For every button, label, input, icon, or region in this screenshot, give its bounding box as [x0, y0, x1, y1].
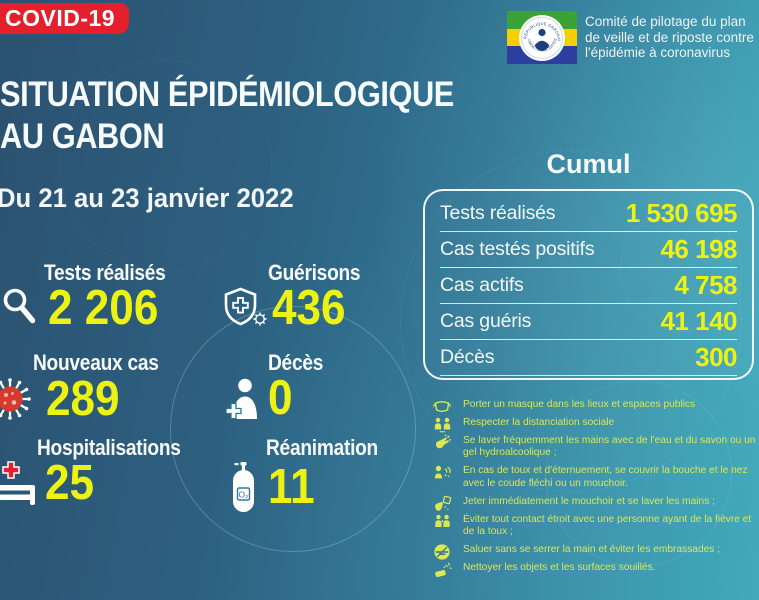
recommendation-text: Se laver fréquemment les mains avec de l… — [463, 434, 756, 459]
recommendation-text: Éviter tout contact étroit avec une pers… — [463, 513, 752, 538]
recommendation-item: Porter un masque dans les lieux et espac… — [430, 399, 756, 413]
decor-ring — [170, 306, 416, 552]
stat-value: 2 206 — [48, 281, 159, 335]
page-title-line1: SITUATION ÉPIDÉMIOLOGIQUE — [0, 75, 454, 114]
stat-guerisons: Guérisons 436 — [220, 260, 445, 335]
oxygen-tank-icon: O₂ — [230, 461, 257, 513]
stat-deces: Décès 0 — [220, 350, 445, 425]
stat-value: 289 — [46, 372, 120, 426]
cumul-row: Cas guéris 41 140 — [440, 304, 737, 340]
recommendation-text: Saluer sans se serrer la main et éviter … — [463, 544, 721, 556]
wash-hands-icon — [432, 434, 452, 454]
avoid-contact-icon — [432, 513, 452, 533]
tissue-icon — [432, 495, 452, 515]
recommendation-item: Jeter immédiatement le mouchoir et se la… — [430, 495, 756, 511]
stat-nouveaux-cas: Nouveaux cas 28 — [0, 350, 225, 426]
stat-tests-realises: Tests réalisés 2 206 — [0, 260, 225, 335]
distancing-icon — [432, 416, 452, 436]
recommendation-item: Respecter la distanciation sociale — [430, 416, 756, 433]
cumul-row: Cas testés positifs 46 198 — [440, 232, 737, 268]
recommendations-list: Porter un masque dans les lieux et espac… — [430, 399, 756, 580]
stat-value: 25 — [45, 456, 95, 510]
cumul-row-label: Cas testés positifs — [440, 238, 595, 260]
cumul-row: Décès 300 — [440, 340, 737, 376]
stat-label: Tests réalisés — [44, 260, 166, 285]
cumul-row-label: Cas guéris — [440, 310, 532, 332]
stat-label: Nouveaux cas — [33, 350, 159, 375]
stat-hospitalisations: Hospitalisations 25 — [0, 435, 225, 510]
cumul-row-value: 300 — [695, 342, 737, 372]
cumul-row-label: Cas actifs — [440, 274, 524, 296]
stat-label: Réanimation — [266, 435, 378, 460]
cumul-row-label: Décès — [440, 346, 495, 368]
recommendation-text: Porter un masque dans les lieux et espac… — [463, 399, 696, 410]
shield-cross-icon — [222, 286, 268, 330]
committee-name: Comité de pilotage du plan de veille et … — [585, 11, 754, 61]
committee-name-line: de veille et de riposte contre — [585, 29, 754, 45]
person-cross-icon — [226, 377, 260, 419]
gabon-emblem-icon: RÉPUBLIQUE GABONAISE UNION·TRAVAIL·JUSTI… — [519, 14, 565, 61]
cumul-row-value: 46 198 — [660, 234, 737, 264]
recommendation-item: Nettoyer les objets et les surfaces soui… — [430, 561, 756, 578]
stat-reanimation: Réanimation O₂ 11 — [220, 437, 445, 513]
recommendation-text: En cas de toux et d'éternuement, se couv… — [463, 465, 748, 489]
cumul-row-value: 1 530 695 — [625, 198, 738, 228]
page-title-line2: AU GABON — [0, 117, 165, 156]
recommendation-item: Se laver fréquemment les mains avec de l… — [430, 434, 756, 461]
committee-name-line: Comité de pilotage du plan — [585, 14, 746, 29]
recommendation-text: Nettoyer les objets et les surfaces soui… — [463, 561, 656, 573]
cumul-row: Cas actifs 4 758 — [440, 268, 737, 304]
cumul-panel: Tests réalisés 1 530 695 Cas testés posi… — [423, 189, 754, 380]
recommendation-item: Éviter tout contact étroit avec une pers… — [430, 514, 756, 540]
hospital-bed-icon — [0, 461, 38, 505]
no-handshake-icon — [432, 543, 452, 563]
virus-icon — [0, 376, 34, 422]
stat-label: Hospitalisations — [37, 435, 181, 460]
stat-label: Décès — [268, 350, 324, 375]
magnifier-icon — [1, 287, 38, 329]
committee-name-line: l'épidémie à coronavirus — [585, 45, 731, 60]
svg-text:O₂: O₂ — [239, 490, 249, 500]
gabon-flag: RÉPUBLIQUE GABONAISE UNION·TRAVAIL·JUSTI… — [507, 11, 577, 65]
recommendation-item: En cas de toux et d'éternuement, se couv… — [430, 465, 756, 491]
period-label: Du 21 au 23 janvier 2022 — [0, 183, 294, 213]
stat-value: 436 — [272, 281, 346, 335]
committee-logo: RÉPUBLIQUE GABONAISE UNION·TRAVAIL·JUSTI… — [507, 11, 754, 65]
recommendation-text: Respecter la distanciation sociale — [463, 416, 615, 428]
mask-icon — [432, 398, 452, 418]
stat-label: Guérisons — [268, 260, 361, 285]
cumul-row-value: 41 140 — [660, 306, 737, 336]
clean-surfaces-icon — [432, 561, 452, 581]
cumul-row-value: 4 758 — [674, 270, 737, 300]
recommendation-item: Saluer sans se serrer la main et éviter … — [430, 544, 756, 560]
page-title: SITUATION ÉPIDÉMIOLOGIQUE AU GABON — [0, 74, 454, 158]
cough-icon — [432, 464, 452, 484]
stat-value: 0 — [268, 371, 293, 425]
covid-banner-label: COVID-19 — [5, 5, 116, 31]
stat-value: 11 — [268, 460, 315, 514]
recommendation-text: Jeter immédiatement le mouchoir et se la… — [463, 495, 715, 507]
cumul-row-label: Tests réalisés — [440, 202, 556, 224]
covid-banner: COVID-19 — [0, 3, 130, 34]
cumul-title: Cumul — [546, 149, 631, 179]
cumul-row: Tests réalisés 1 530 695 — [440, 196, 738, 232]
